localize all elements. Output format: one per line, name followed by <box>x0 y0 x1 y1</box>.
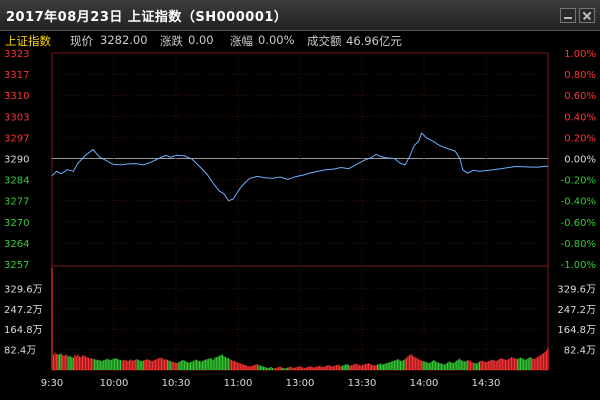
time-tick-label: 10:30 <box>162 378 191 389</box>
pct-tick-label: -1.00% <box>561 260 596 271</box>
price-label: 现价 <box>70 34 93 48</box>
volume-tick-label-right: 164.8万 <box>557 325 596 336</box>
title-bar: 2017年08月23日 上证指数（SH000001） <box>0 0 600 31</box>
pct-tick-label: 0.00% <box>564 155 596 166</box>
volume-tick-label: 82.4万 <box>4 346 36 357</box>
price-line <box>51 131 549 202</box>
pct-tick-label: -0.60% <box>561 218 596 229</box>
volume-tick-label-right: 247.2万 <box>557 305 596 316</box>
price-tick-label: 3323 <box>4 49 29 60</box>
price-value: 3282.00 <box>100 33 148 47</box>
pct-tick-label: 0.40% <box>564 112 596 123</box>
price-tick-label: 3290 <box>4 155 29 166</box>
change-label: 涨跌 <box>160 34 183 48</box>
price-tick-label: 3310 <box>4 91 29 102</box>
change-pct-label: 涨幅 <box>230 34 253 48</box>
price-tick-label: 3317 <box>4 70 29 81</box>
pct-tick-label: 0.80% <box>564 70 596 81</box>
price-tick-label: 3297 <box>4 133 29 144</box>
time-tick-label: 10:00 <box>100 378 129 389</box>
price-tick-label: 3257 <box>4 260 29 271</box>
pct-tick-label: -0.20% <box>561 176 596 187</box>
volume-tick-label-right: 82.4万 <box>564 346 596 357</box>
window-title: 2017年08月23日 上证指数（SH000001） <box>6 10 288 25</box>
volume-tick-label: 164.8万 <box>4 325 43 336</box>
time-tick-label: 13:30 <box>348 378 377 389</box>
pct-tick-label: -0.40% <box>561 197 596 208</box>
volume-label: 成交额 <box>307 34 342 48</box>
volume-value: 46.96亿元 <box>346 34 402 48</box>
time-tick-label: 14:00 <box>410 378 439 389</box>
time-tick-label: 14:30 <box>472 378 501 389</box>
pct-tick-label: 0.60% <box>564 91 596 102</box>
close-icon[interactable] <box>579 8 595 23</box>
price-tick-label: 3303 <box>4 112 29 123</box>
pct-tick-label: -0.80% <box>561 239 596 250</box>
pct-tick-label: 1.00% <box>564 49 596 60</box>
volume-tick-label-right: 329.6万 <box>557 284 596 295</box>
time-tick-label: 9:30 <box>41 378 63 389</box>
quote-info-bar: 上证指数 现价 3282.00 涨跌 0.00 涨幅 0.00% 成交额 46.… <box>0 30 600 50</box>
change-pct-value: 0.00% <box>258 33 295 47</box>
volume-tick-label: 247.2万 <box>4 305 43 316</box>
pct-tick-label: 0.20% <box>564 133 596 144</box>
price-tick-label: 3284 <box>4 176 29 187</box>
index-name: 上证指数 <box>5 34 51 48</box>
time-tick-label: 13:00 <box>286 378 315 389</box>
plot-frame <box>51 52 549 371</box>
price-tick-label: 3270 <box>4 218 29 229</box>
volume-tick-label: 329.6万 <box>4 284 43 295</box>
time-tick-label: 11:00 <box>224 378 253 389</box>
minimize-icon[interactable] <box>560 8 576 23</box>
price-tick-label: 3264 <box>4 239 29 250</box>
change-value: 0.00 <box>188 33 214 47</box>
price-tick-label: 3277 <box>4 197 29 208</box>
